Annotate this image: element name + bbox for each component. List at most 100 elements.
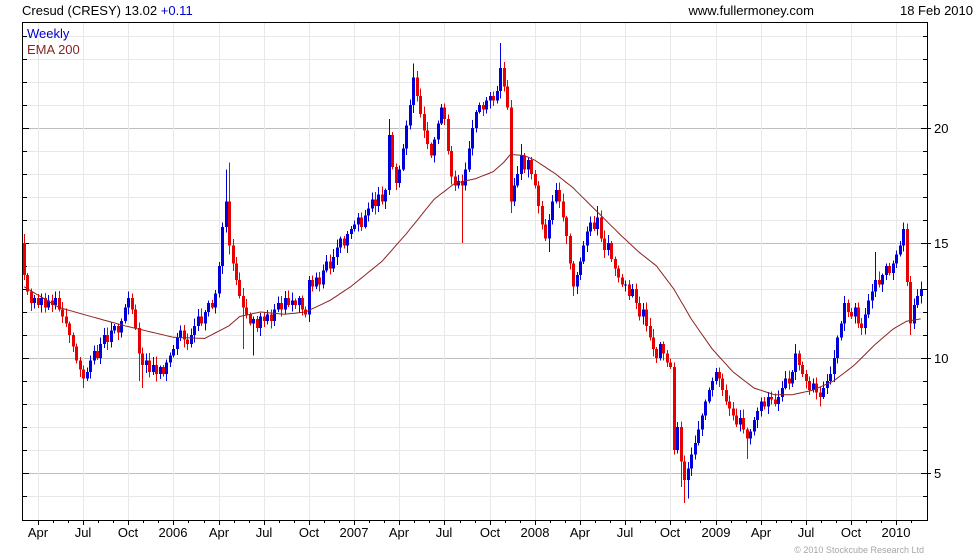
candle bbox=[690, 447, 693, 476]
candle bbox=[742, 409, 745, 434]
plot-border bbox=[22, 22, 928, 521]
candle bbox=[763, 397, 766, 410]
candle bbox=[725, 384, 728, 405]
candle bbox=[96, 345, 99, 360]
candle bbox=[291, 292, 294, 312]
grid-layer bbox=[22, 22, 927, 520]
candle bbox=[103, 327, 106, 348]
candle bbox=[315, 272, 318, 290]
candle bbox=[749, 429, 752, 445]
candle bbox=[746, 427, 749, 460]
candle bbox=[645, 302, 648, 332]
candle bbox=[655, 346, 658, 363]
candle bbox=[214, 290, 217, 314]
candle bbox=[680, 421, 683, 487]
candle bbox=[739, 410, 742, 432]
candle bbox=[381, 186, 384, 205]
candle bbox=[298, 295, 301, 314]
candle bbox=[412, 63, 415, 114]
candle bbox=[794, 344, 797, 380]
candle bbox=[798, 350, 801, 371]
candle bbox=[920, 281, 923, 304]
candle bbox=[79, 356, 82, 377]
candle bbox=[878, 271, 881, 288]
candle bbox=[287, 290, 290, 307]
candle bbox=[485, 96, 488, 114]
candle bbox=[72, 332, 75, 353]
site-url: www.fullermoney.com bbox=[688, 3, 814, 18]
candle bbox=[339, 236, 342, 254]
candle bbox=[44, 293, 47, 313]
candle bbox=[541, 201, 544, 230]
candle bbox=[475, 110, 478, 133]
candle bbox=[895, 250, 898, 269]
candle bbox=[718, 367, 721, 387]
candle bbox=[510, 100, 513, 214]
candle bbox=[628, 279, 631, 301]
candle bbox=[582, 240, 585, 264]
y-tick-label: 5 bbox=[934, 466, 941, 481]
candle bbox=[197, 308, 200, 331]
candle bbox=[280, 296, 283, 317]
candle bbox=[353, 220, 356, 232]
candle bbox=[638, 296, 641, 321]
candle bbox=[489, 91, 492, 109]
candle bbox=[916, 288, 919, 309]
candle bbox=[430, 142, 433, 159]
candle bbox=[82, 365, 85, 388]
candle bbox=[711, 377, 714, 397]
candle bbox=[138, 322, 141, 381]
x-tick-label: Oct bbox=[480, 525, 501, 540]
candle bbox=[662, 341, 665, 361]
candle bbox=[610, 241, 613, 263]
candle bbox=[854, 302, 857, 324]
candle bbox=[367, 202, 370, 222]
x-tick-label: Oct bbox=[841, 525, 862, 540]
candle bbox=[172, 344, 175, 358]
candle bbox=[179, 325, 182, 342]
candle bbox=[478, 102, 481, 114]
candle bbox=[33, 294, 36, 309]
candle bbox=[93, 345, 96, 365]
candle bbox=[388, 118, 391, 196]
candle bbox=[530, 156, 533, 180]
candle bbox=[492, 91, 495, 107]
candle bbox=[437, 120, 440, 144]
legend-weekly-label: Weekly bbox=[27, 26, 70, 41]
candle bbox=[308, 275, 311, 322]
candle bbox=[617, 265, 620, 283]
candle bbox=[221, 222, 224, 275]
candle bbox=[715, 367, 718, 385]
candle bbox=[537, 181, 540, 214]
candle bbox=[603, 230, 606, 259]
candle bbox=[117, 323, 120, 341]
candle bbox=[589, 216, 592, 236]
candle bbox=[377, 187, 380, 212]
instrument-quote: Cresud (CRESY) 13.02 bbox=[22, 3, 158, 18]
candle bbox=[503, 62, 506, 92]
candle bbox=[732, 401, 735, 421]
candle bbox=[277, 296, 280, 313]
x-tick-label: 2007 bbox=[340, 525, 369, 540]
x-tick-label: Jul bbox=[798, 525, 815, 540]
candle bbox=[440, 103, 443, 126]
x-tick-label: Apr bbox=[751, 525, 772, 540]
candle bbox=[176, 332, 179, 356]
candle bbox=[329, 254, 332, 275]
candle bbox=[513, 177, 516, 206]
candle bbox=[482, 102, 485, 116]
candle bbox=[548, 213, 551, 253]
candle bbox=[874, 252, 877, 297]
candle bbox=[624, 280, 627, 292]
candle bbox=[704, 399, 707, 420]
candle bbox=[909, 276, 912, 335]
x-tick-label: Jul bbox=[256, 525, 273, 540]
candle bbox=[701, 413, 704, 437]
candle bbox=[374, 192, 377, 215]
x-tick-label: Oct bbox=[118, 525, 139, 540]
candle bbox=[318, 271, 321, 292]
candle bbox=[881, 273, 884, 292]
candle bbox=[544, 219, 547, 241]
candle bbox=[409, 99, 412, 130]
